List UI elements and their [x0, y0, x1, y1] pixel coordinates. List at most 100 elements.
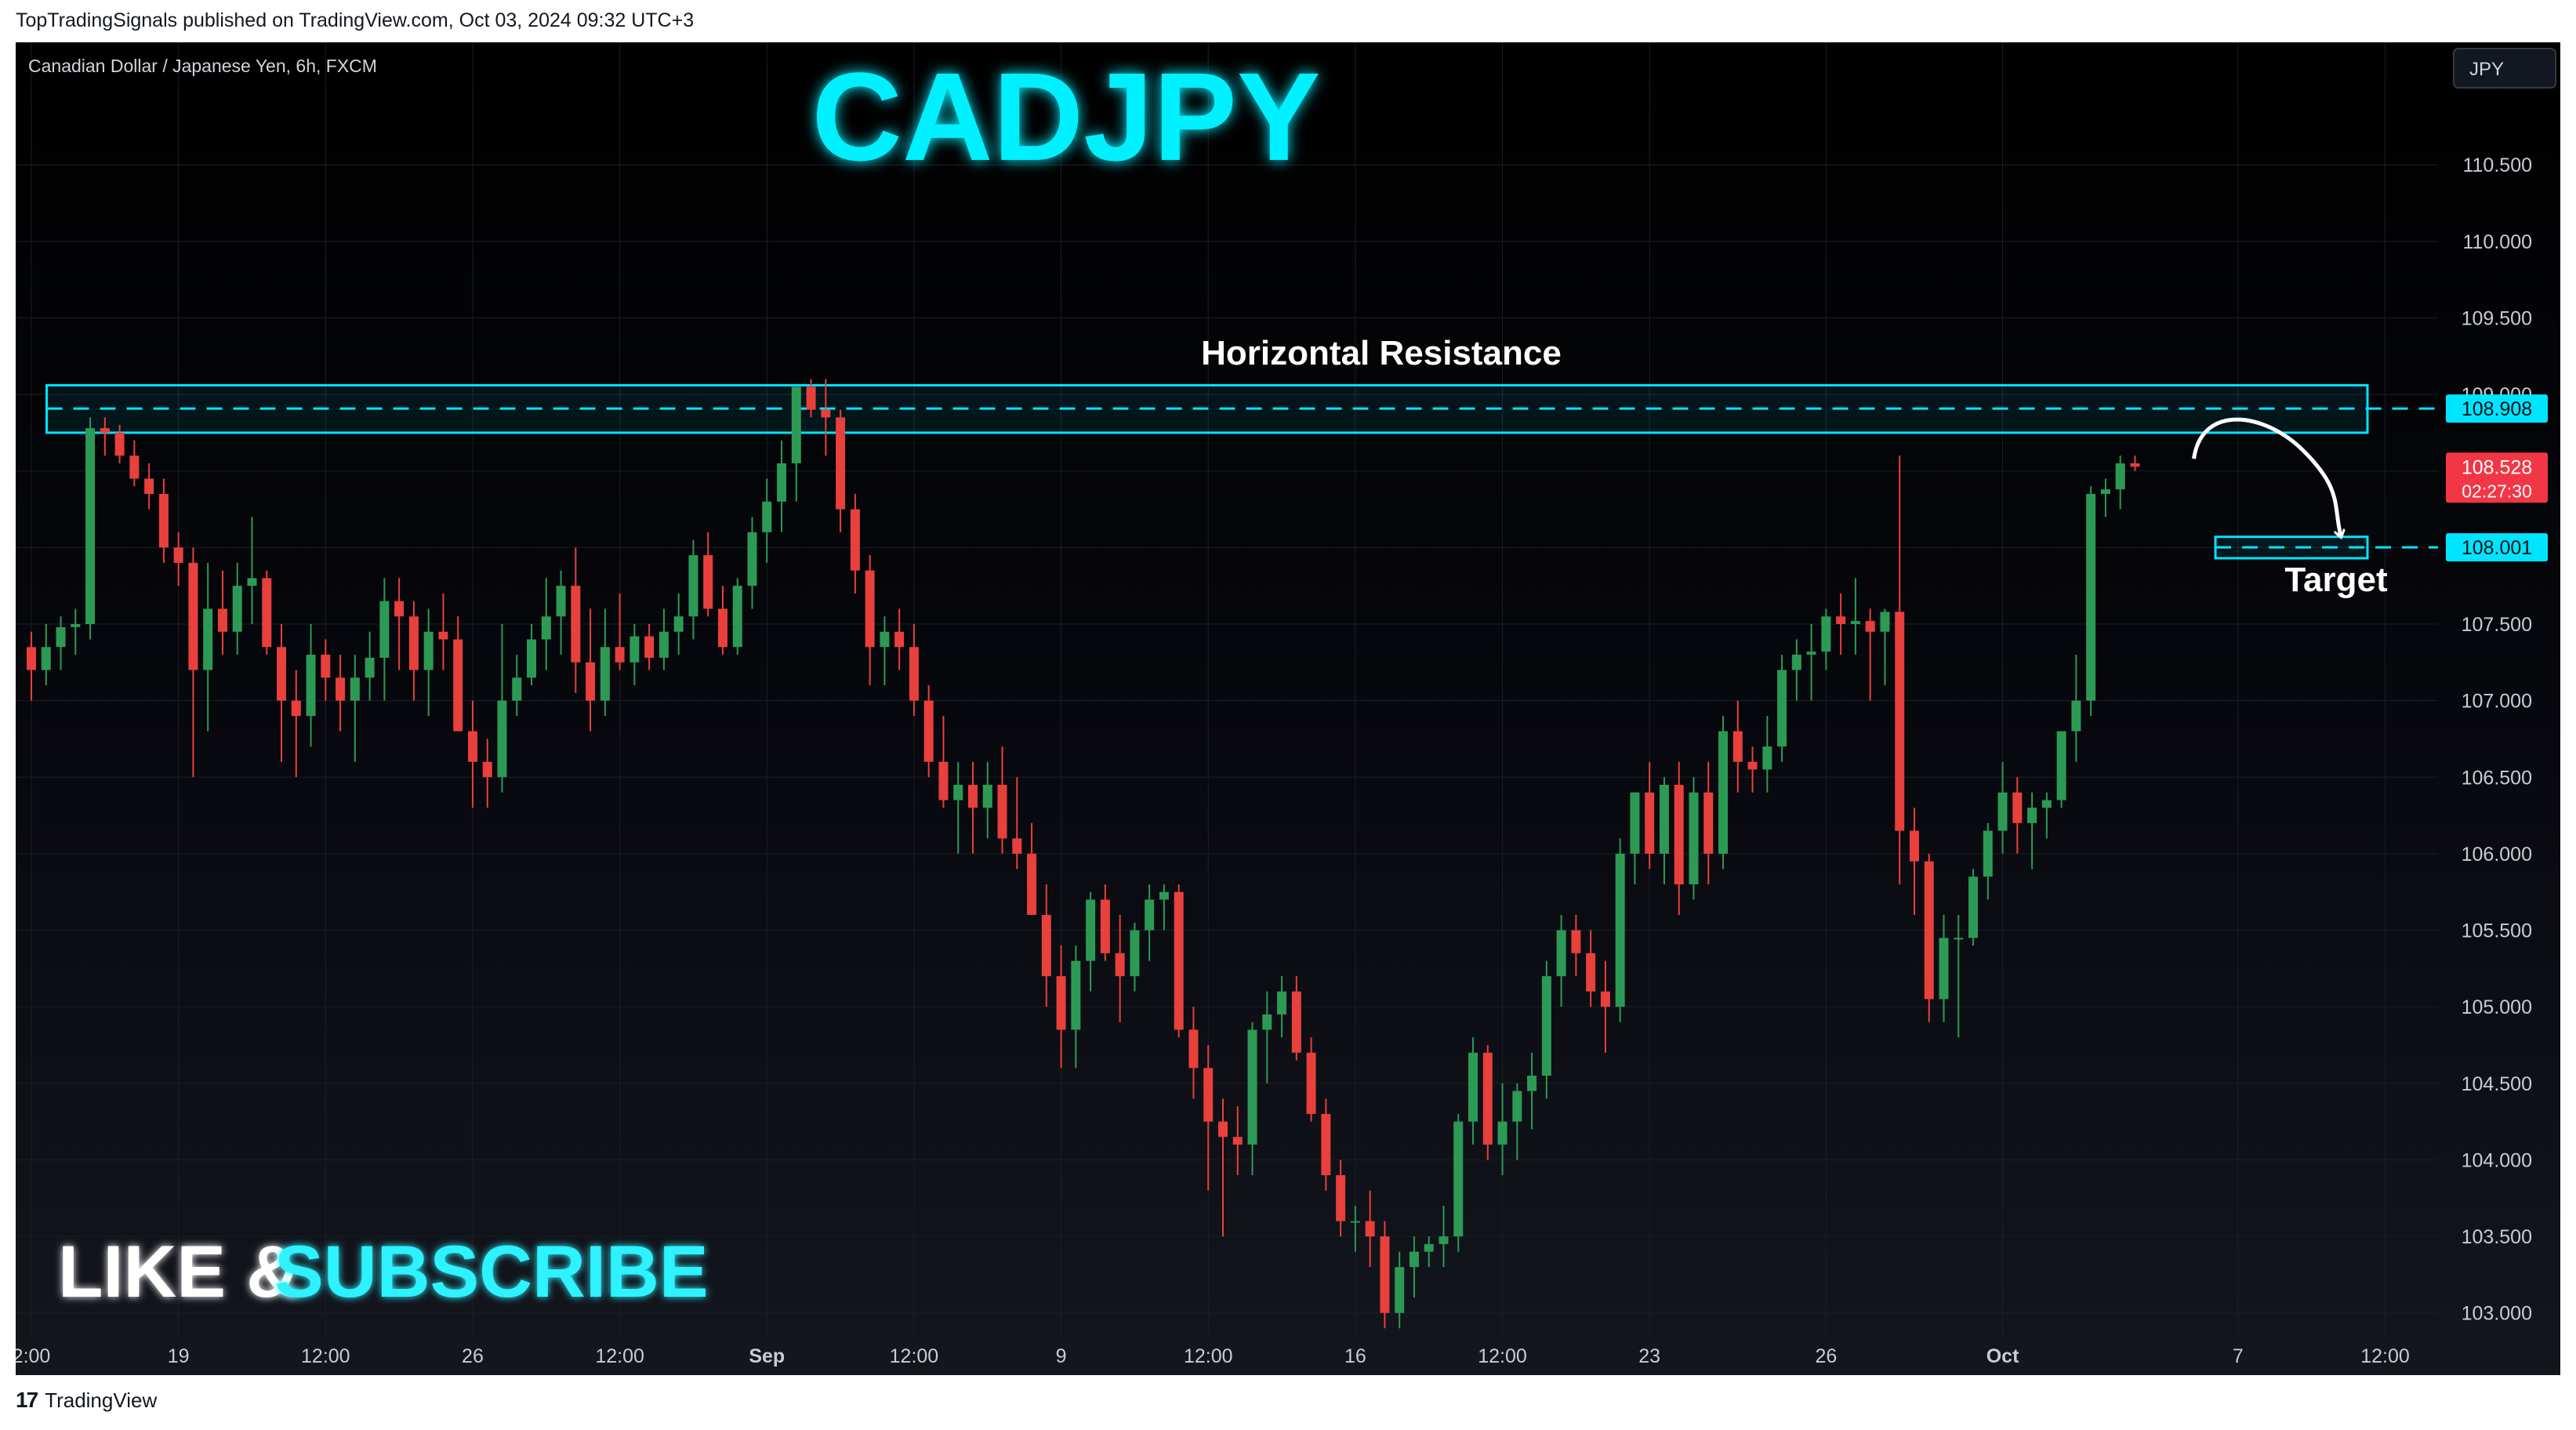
- currency-button[interactable]: JPY: [2453, 48, 2556, 89]
- chart-panel[interactable]: Canadian Dollar / Japanese Yen, 6h, FXCM…: [16, 42, 2560, 1375]
- candle-up: [747, 517, 757, 609]
- candle-body: [850, 509, 860, 571]
- candle-body: [1395, 1267, 1405, 1313]
- candle-down: [821, 379, 831, 456]
- candle-body: [1939, 938, 1949, 1000]
- candle-body: [350, 677, 360, 701]
- resistance-price-tag: 108.908: [2446, 394, 2548, 423]
- candle-body: [438, 631, 448, 640]
- price-tick-label: 106.000: [2462, 844, 2532, 866]
- candle-down: [1100, 884, 1110, 961]
- price-tick-label: 107.500: [2462, 614, 2532, 636]
- candle-up: [512, 655, 522, 717]
- candle-body: [747, 532, 757, 586]
- candle-up: [1615, 838, 1625, 1022]
- candle-body: [1718, 731, 1729, 854]
- candle-down: [865, 555, 875, 686]
- candle-up: [379, 578, 390, 701]
- candle-body: [953, 785, 963, 800]
- candle-body: [394, 601, 405, 617]
- candle-down: [1571, 915, 1581, 977]
- candle-body: [1689, 792, 1699, 884]
- candle-down: [1482, 1044, 1493, 1160]
- candle-down: [703, 532, 713, 617]
- candle-body: [512, 677, 522, 701]
- candle-down: [1732, 700, 1743, 793]
- candle-body: [688, 555, 698, 617]
- candle-up: [232, 562, 242, 655]
- candle-body: [71, 624, 81, 627]
- candle-body: [1630, 792, 1640, 854]
- target-price-tag-text: 108.001: [2462, 537, 2532, 559]
- candle-up: [203, 562, 213, 731]
- candle-body: [1232, 1137, 1243, 1145]
- candle-up: [673, 593, 684, 655]
- candle-up: [1130, 922, 1140, 992]
- candle-body: [1821, 616, 1831, 652]
- price-tags: 108.908 108.528 02:27:30 108.001: [2446, 394, 2548, 562]
- candle-body: [100, 428, 110, 433]
- candle-body: [365, 657, 375, 678]
- candle-up: [541, 578, 551, 670]
- candlestick-chart[interactable]: Canadian Dollar / Japanese Yen, 6h, FXCM…: [16, 42, 2560, 1375]
- current-price-tag: 108.528 02:27:30: [2446, 452, 2548, 503]
- candle-body: [41, 647, 51, 670]
- candle-body: [1041, 915, 1051, 977]
- candle-up: [1424, 1236, 1434, 1268]
- current-price-tag-bg: [2446, 452, 2548, 503]
- candle-up: [41, 624, 51, 686]
- candle-up: [1527, 1052, 1537, 1130]
- candle-down: [1203, 1044, 1214, 1191]
- target-zone: [2214, 535, 2438, 560]
- candle-up: [1659, 777, 1669, 884]
- candle-down: [1703, 761, 1714, 884]
- candle-up: [306, 624, 316, 747]
- candle-body: [129, 455, 140, 479]
- candle-down: [144, 463, 154, 510]
- candle-up: [1850, 578, 1860, 655]
- candle-body: [423, 631, 434, 670]
- candle-down: [27, 631, 36, 701]
- candle-up: [1350, 1206, 1360, 1252]
- candle-up: [365, 631, 375, 701]
- candle-body: [27, 647, 36, 670]
- resistance-zone: [45, 383, 2438, 434]
- candle-body: [732, 586, 742, 648]
- candle-body: [336, 677, 346, 701]
- candle-body: [836, 417, 846, 510]
- candle-up: [688, 539, 698, 640]
- candle-body: [2056, 731, 2066, 800]
- published-line: TopTradingSignals published on TradingVi…: [16, 9, 695, 31]
- candle-body: [2027, 808, 2037, 823]
- candle-down: [923, 685, 934, 778]
- candle-up: [1086, 891, 1096, 992]
- projection-arrow: [2192, 417, 2342, 537]
- candle-body: [1615, 853, 1625, 1007]
- footer-logo-text[interactable]: TradingView: [45, 1388, 158, 1412]
- candle-down: [129, 440, 140, 487]
- candle-down: [408, 601, 419, 701]
- candle-down: [850, 494, 860, 593]
- candle-up: [1409, 1236, 1419, 1298]
- candle-body: [1086, 899, 1096, 961]
- candle-body: [1836, 616, 1846, 625]
- candle-down: [1924, 853, 1934, 1022]
- candle-body: [1600, 991, 1610, 1007]
- candle-body: [1482, 1052, 1493, 1145]
- candle-up: [85, 417, 96, 640]
- candle-body: [1983, 830, 1993, 877]
- candle-body: [644, 636, 655, 658]
- candle-body: [629, 636, 640, 662]
- candle-up: [1821, 608, 1831, 670]
- candle-body: [880, 631, 890, 648]
- candle-up: [1997, 761, 2008, 854]
- candle-up: [1262, 991, 1272, 1083]
- candle-down: [967, 761, 978, 854]
- candle-down: [571, 547, 581, 693]
- candles-group: [27, 379, 2140, 1329]
- candle-up: [1556, 915, 1566, 1007]
- candle-up: [1468, 1037, 1478, 1145]
- candle-body: [1350, 1221, 1360, 1223]
- candle-down: [2012, 777, 2023, 854]
- candle-down: [262, 570, 272, 655]
